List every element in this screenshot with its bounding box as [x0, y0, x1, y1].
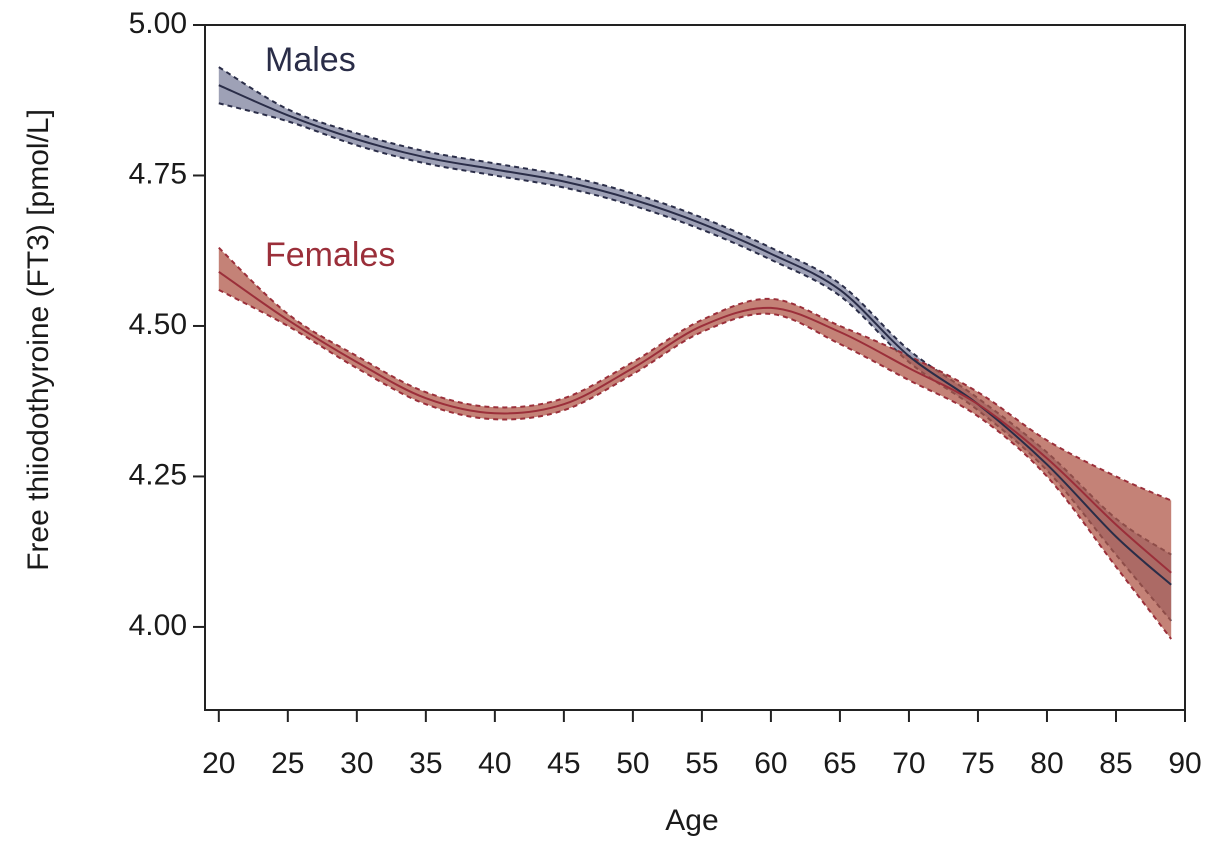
band-lower-edge: [218, 288, 1172, 640]
x-tick-label: 70: [892, 747, 925, 780]
series-line: [218, 84, 1172, 586]
band-upper-edge: [218, 66, 1172, 556]
x-tick-label: 40: [478, 747, 511, 780]
x-tick-label: 45: [547, 747, 580, 780]
y-tick-label: 4.25: [129, 458, 187, 491]
x-tick-label: 55: [685, 747, 718, 780]
series-label: Males: [265, 41, 356, 79]
x-tick-label: 65: [823, 747, 856, 780]
x-tick-label: 75: [961, 747, 994, 780]
x-axis-title: Age: [665, 804, 718, 837]
x-tick-label: 85: [1099, 747, 1132, 780]
x-tick-label: 90: [1168, 747, 1201, 780]
y-tick-label: 4.50: [129, 308, 187, 341]
series-line: [218, 270, 1172, 574]
x-tick-label: 25: [271, 747, 304, 780]
y-tick-label: 4.00: [129, 609, 187, 642]
confidence-band: [218, 67, 1172, 621]
x-tick-label: 30: [340, 747, 373, 780]
x-tick-label: 35: [409, 747, 442, 780]
x-tick-label: 20: [202, 747, 235, 780]
y-axis-title: Free thiiodothyroine (FT3) [pmol/L]: [22, 109, 55, 571]
series-label: Females: [265, 236, 395, 274]
x-tick-label: 60: [754, 747, 787, 780]
x-tick-label: 50: [616, 747, 649, 780]
y-tick-label: 4.75: [129, 157, 187, 190]
confidence-band: [218, 247, 1172, 639]
x-tick-label: 80: [1030, 747, 1063, 780]
band-upper-edge: [218, 246, 1172, 502]
y-tick-label: 5.00: [129, 7, 187, 40]
plot-frame: [204, 24, 1186, 711]
